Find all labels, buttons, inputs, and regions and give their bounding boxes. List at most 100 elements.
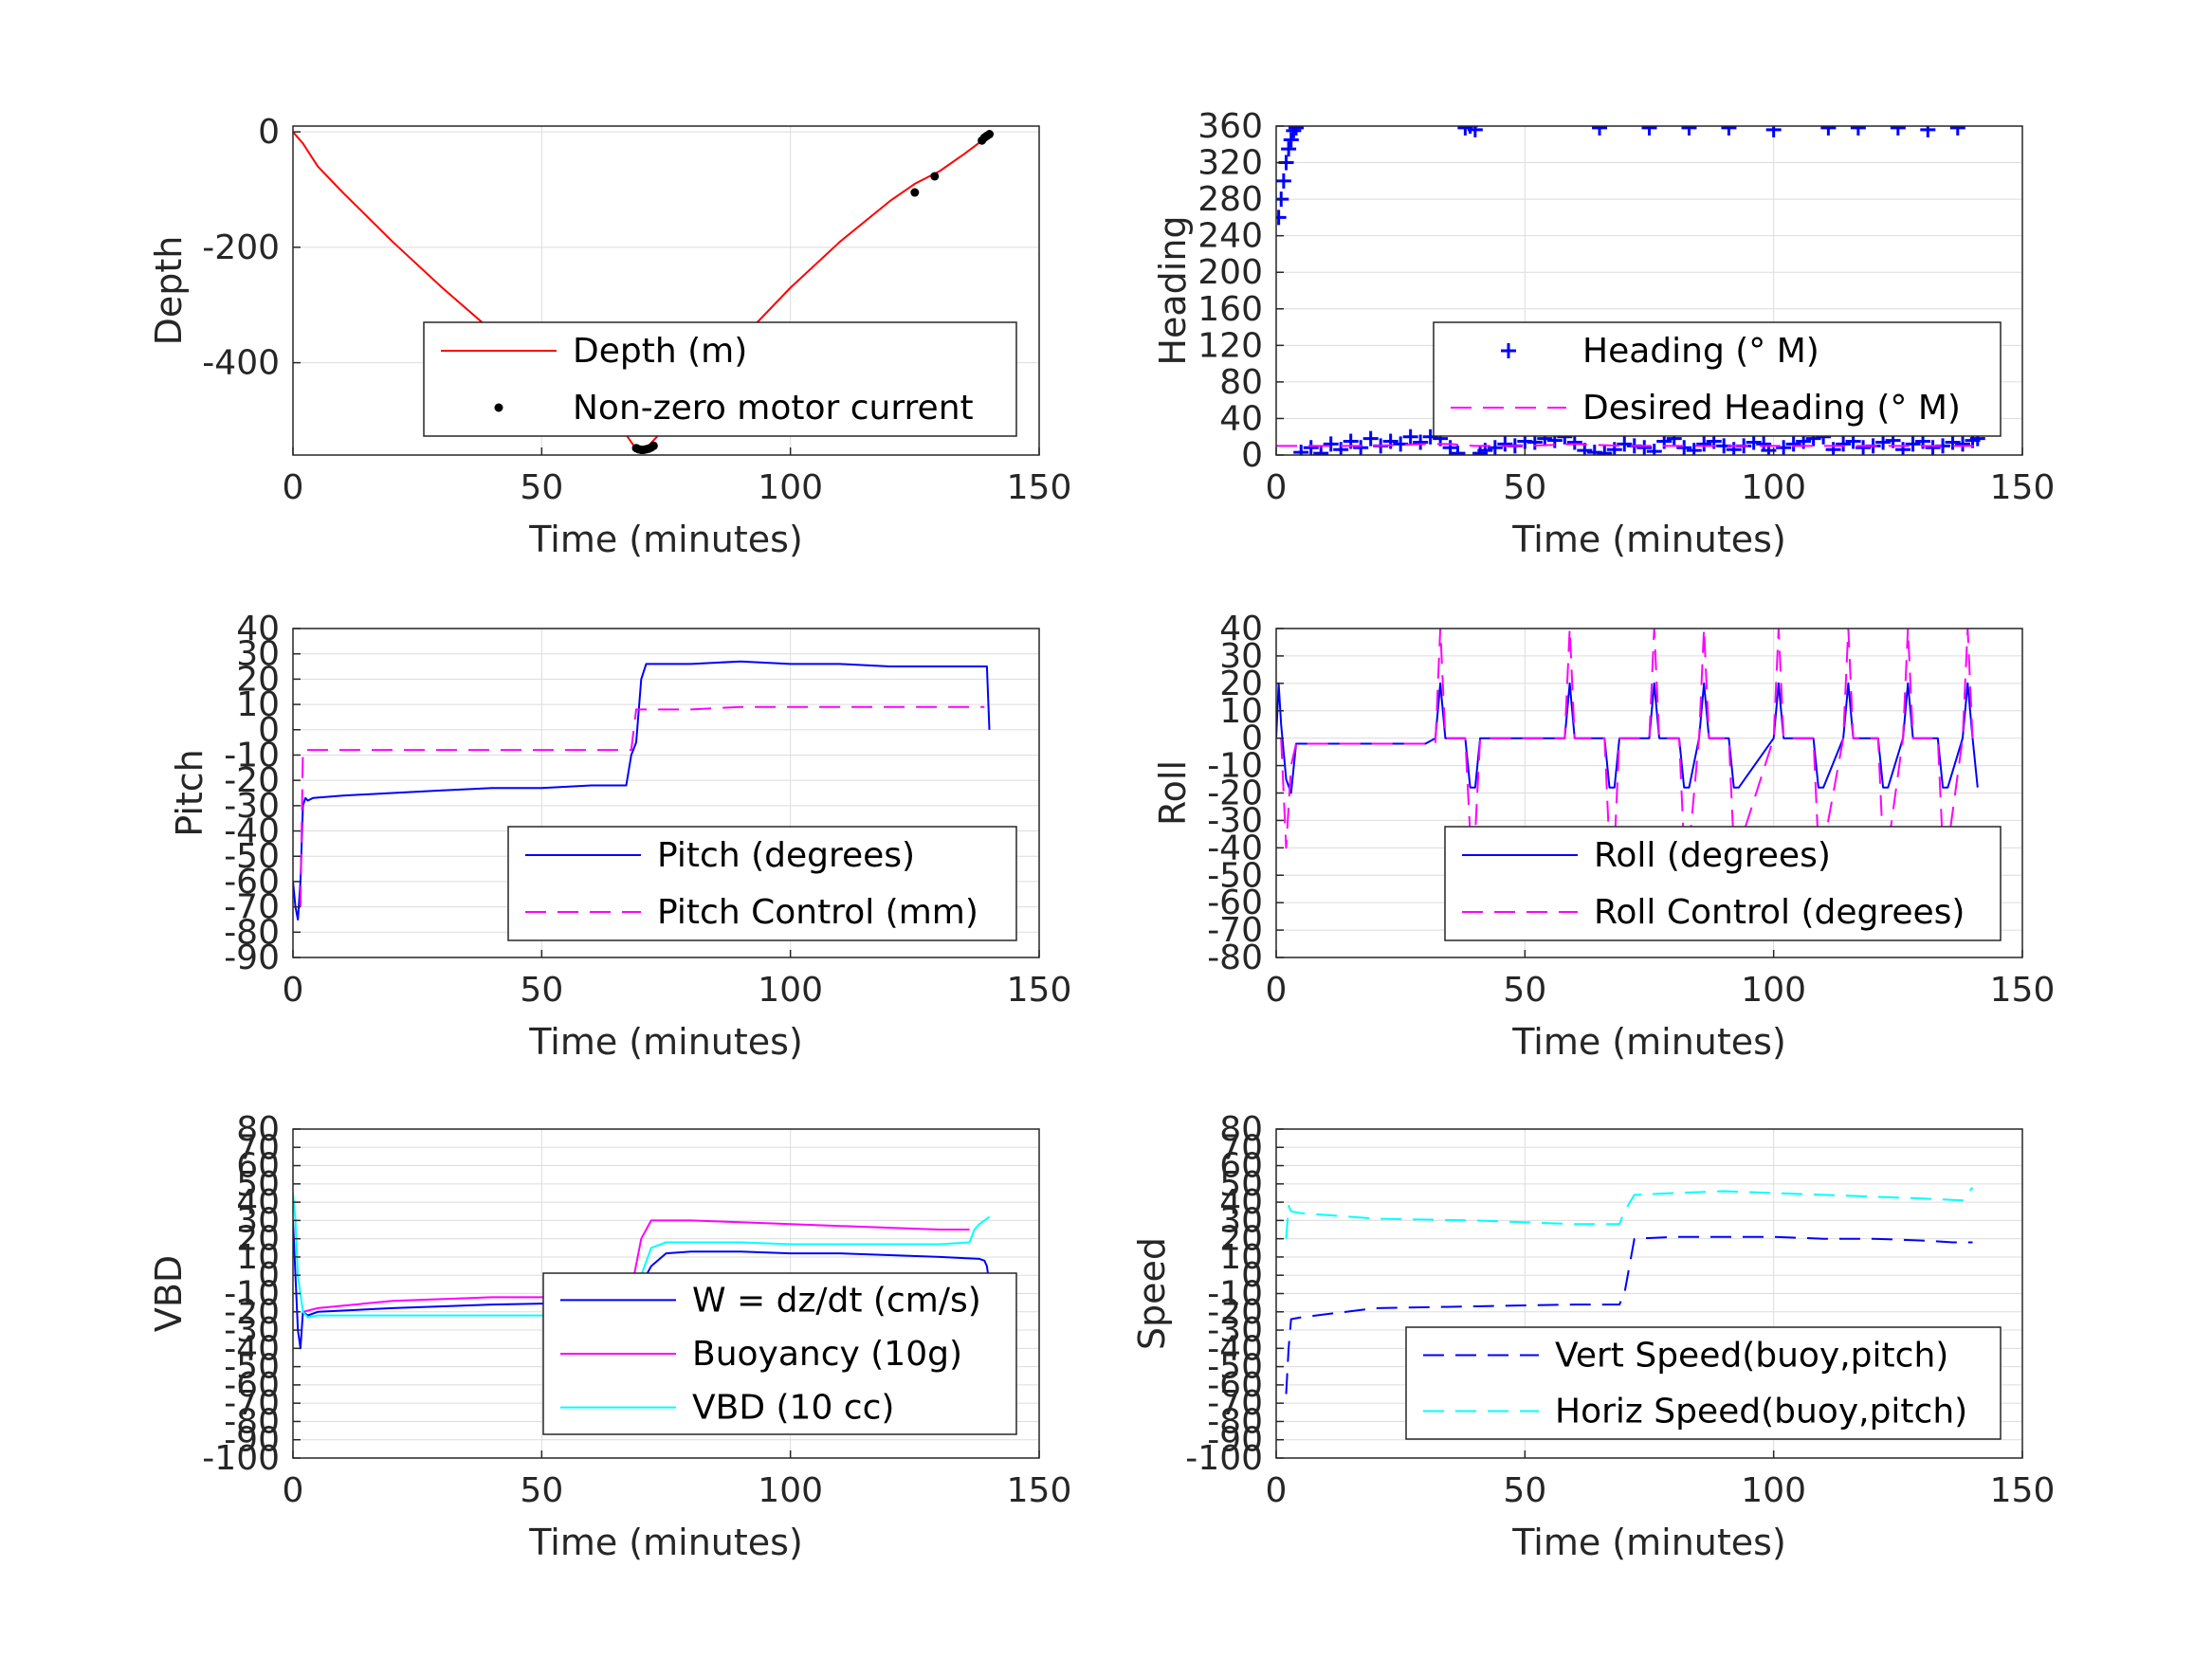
vbd-x-tick-label-3: 150	[1007, 1471, 1072, 1510]
speed-y-tick-label-2: -80	[1207, 1402, 1263, 1441]
pitch-data-layer	[293, 660, 991, 921]
pitch-y-tick-label-7: -20	[224, 761, 280, 800]
pitch-axes-frame	[292, 628, 1040, 958]
speed-x-tick-label-3: 150	[1990, 1471, 2056, 1510]
roll-y-tick-label-1: -70	[1207, 911, 1263, 950]
heading-series-0-point-2	[1276, 173, 1291, 189]
depth-y-tick-label-1: -200	[202, 228, 280, 267]
speed-y-tick-label-18: 80	[1219, 1110, 1263, 1149]
roll-y-tick-label-2: -60	[1207, 884, 1263, 922]
speed-y-axis-label: Speed	[1131, 1237, 1173, 1350]
speed-y-tick-label-3: -70	[1207, 1384, 1263, 1423]
heading-series-0-point-71	[1836, 436, 1852, 452]
heading-series-0-point-64	[1776, 440, 1792, 455]
pitch-x-tick-label-0: 0	[283, 971, 304, 1010]
pitch-y-tick-label-1: -80	[224, 913, 280, 952]
pitch-series-1-line	[299, 705, 985, 907]
speed-y-tick-label-13: 30	[1219, 1201, 1263, 1240]
heading-y-tick-label-5: 200	[1197, 253, 1263, 292]
heading-x-tick-label-2: 100	[1741, 468, 1806, 507]
depth-x-tick-label-0: 0	[283, 468, 304, 507]
heading-series-0-point-38	[1566, 434, 1582, 450]
heading-series-0-point-73	[1850, 126, 1866, 136]
depth-x-tick-label-1: 50	[520, 468, 563, 507]
vbd-y-tick-label-5: -50	[224, 1348, 280, 1387]
heading-series-0-point-14	[1353, 440, 1369, 455]
speed-y-tick-label-8: -20	[1207, 1293, 1263, 1332]
pitch-y-tick-label-12: 30	[236, 635, 280, 674]
vbd-x-axis-label: Time (minutes)	[528, 1522, 803, 1563]
vbd-x-tick-label-1: 50	[520, 1471, 563, 1510]
heading-series-0-point-65	[1785, 436, 1801, 452]
speed-y-tick-label-1: -90	[1207, 1421, 1263, 1460]
heading-series-0-point-69	[1820, 126, 1837, 136]
depth-legend-box	[423, 321, 1017, 437]
speed-y-tick-label-0: -100	[1185, 1439, 1263, 1478]
heading-series-0-point-82	[1920, 126, 1936, 137]
heading-series-0-point-7	[1288, 126, 1304, 136]
speed-x-tick-label-1: 50	[1503, 1471, 1546, 1510]
heading-series-0-point-53	[1686, 443, 1702, 455]
heading-series-0-point-4	[1281, 141, 1297, 157]
heading-series-0-point-86	[1949, 126, 1965, 136]
depth-series-1-point-13	[985, 130, 995, 139]
roll-y-tick-label-11: 30	[1219, 637, 1263, 676]
pitch-x-tick-label-3: 150	[1007, 971, 1072, 1010]
vbd-y-tick-label-17: 70	[236, 1128, 280, 1167]
depth-series-1-point-9	[930, 172, 940, 181]
depth-legend: Depth (m) Non-zero motor current	[423, 321, 1017, 437]
speed-x-tick-label-0: 0	[1266, 1471, 1288, 1510]
heading-series-0-point-74	[1856, 440, 1872, 455]
speed-panel: 0 50 100 150-100-90-80-70-60-50-40-30-20-10…	[1131, 1110, 2055, 1563]
vbd-y-tick-label-8: -20	[224, 1293, 280, 1332]
heading-y-tick-label-3: 120	[1197, 326, 1263, 365]
vbd-y-tick-label-7: -30	[224, 1311, 280, 1350]
heading-series-0-point-78	[1890, 126, 1906, 136]
heading-series-0-point-60	[1746, 434, 1762, 450]
vbd-panel: 0 50 100 150-100-90-80-70-60-50-40-30-20-10…	[148, 1110, 1071, 1563]
roll-y-tick-label-8: 0	[1241, 720, 1263, 758]
roll-y-tick-label-3: -50	[1207, 856, 1263, 895]
speed-y-tick-label-9: -10	[1207, 1275, 1263, 1314]
pitch-y-axis-label: Pitch	[169, 749, 210, 837]
heading-series-0-point-24	[1450, 446, 1466, 455]
pitch-y-tick-label-11: 20	[236, 660, 280, 699]
heading-series-0-point-52	[1681, 126, 1697, 136]
heading-series-0-point-63	[1765, 126, 1782, 137]
depth-axes-frame	[292, 125, 1040, 456]
speed-legend-label-0: Vert Speed(buoy,pitch)	[1555, 1337, 1948, 1376]
vbd-y-tick-label-9: -10	[224, 1275, 280, 1314]
vbd-y-tick-label-15: 50	[236, 1165, 280, 1204]
heading-legend-box	[1433, 321, 2002, 437]
heading-y-tick-label-6: 240	[1197, 217, 1263, 256]
pitch-y-tick-label-6: -30	[224, 787, 280, 826]
heading-series-0-point-8	[1293, 445, 1309, 455]
heading-series-0-point-20	[1413, 434, 1429, 450]
pitch-y-tick-label-5: -40	[224, 812, 280, 851]
depth-x-axis-label: Time (minutes)	[528, 519, 803, 560]
vbd-y-tick-label-4: -60	[224, 1366, 280, 1405]
heading-series-0-point-17	[1382, 433, 1398, 449]
heading-series-0-point-31	[1497, 436, 1513, 452]
speed-legend-box	[1405, 1326, 2002, 1440]
heading-series-0-point-9	[1303, 440, 1319, 455]
heading-series-0-point-11	[1323, 436, 1339, 452]
depth-x-tick-label-2: 100	[758, 468, 823, 507]
speed-y-tick-label-10: 0	[1241, 1256, 1263, 1295]
heading-y-tick-label-8: 320	[1197, 144, 1263, 183]
depth-legend-label-0: Depth (m)	[573, 332, 747, 371]
speed-x-axis-label: Time (minutes)	[1511, 1522, 1786, 1563]
roll-y-tick-label-9: 10	[1219, 692, 1263, 731]
speed-y-tick-label-12: 20	[1219, 1220, 1263, 1259]
heading-series-0-point-6	[1286, 126, 1302, 138]
vbd-legend: W = dz/dt (cm/s) Buoyancy (10g) VBD (10 cc…	[542, 1272, 1017, 1435]
pitch-y-tick-label-8: -10	[224, 736, 280, 775]
pitch-y-tick-label-10: 10	[236, 685, 280, 724]
vbd-y-tick-label-1: -90	[224, 1421, 280, 1460]
heading-y-tick-label-2: 80	[1219, 363, 1263, 402]
speed-y-tick-label-6: -40	[1207, 1329, 1263, 1368]
heading-legend-label-0: Heading (° M)	[1582, 332, 1819, 371]
depth-series-1-point-8	[910, 188, 920, 197]
depth-y-axis-label: Depth	[148, 236, 190, 346]
